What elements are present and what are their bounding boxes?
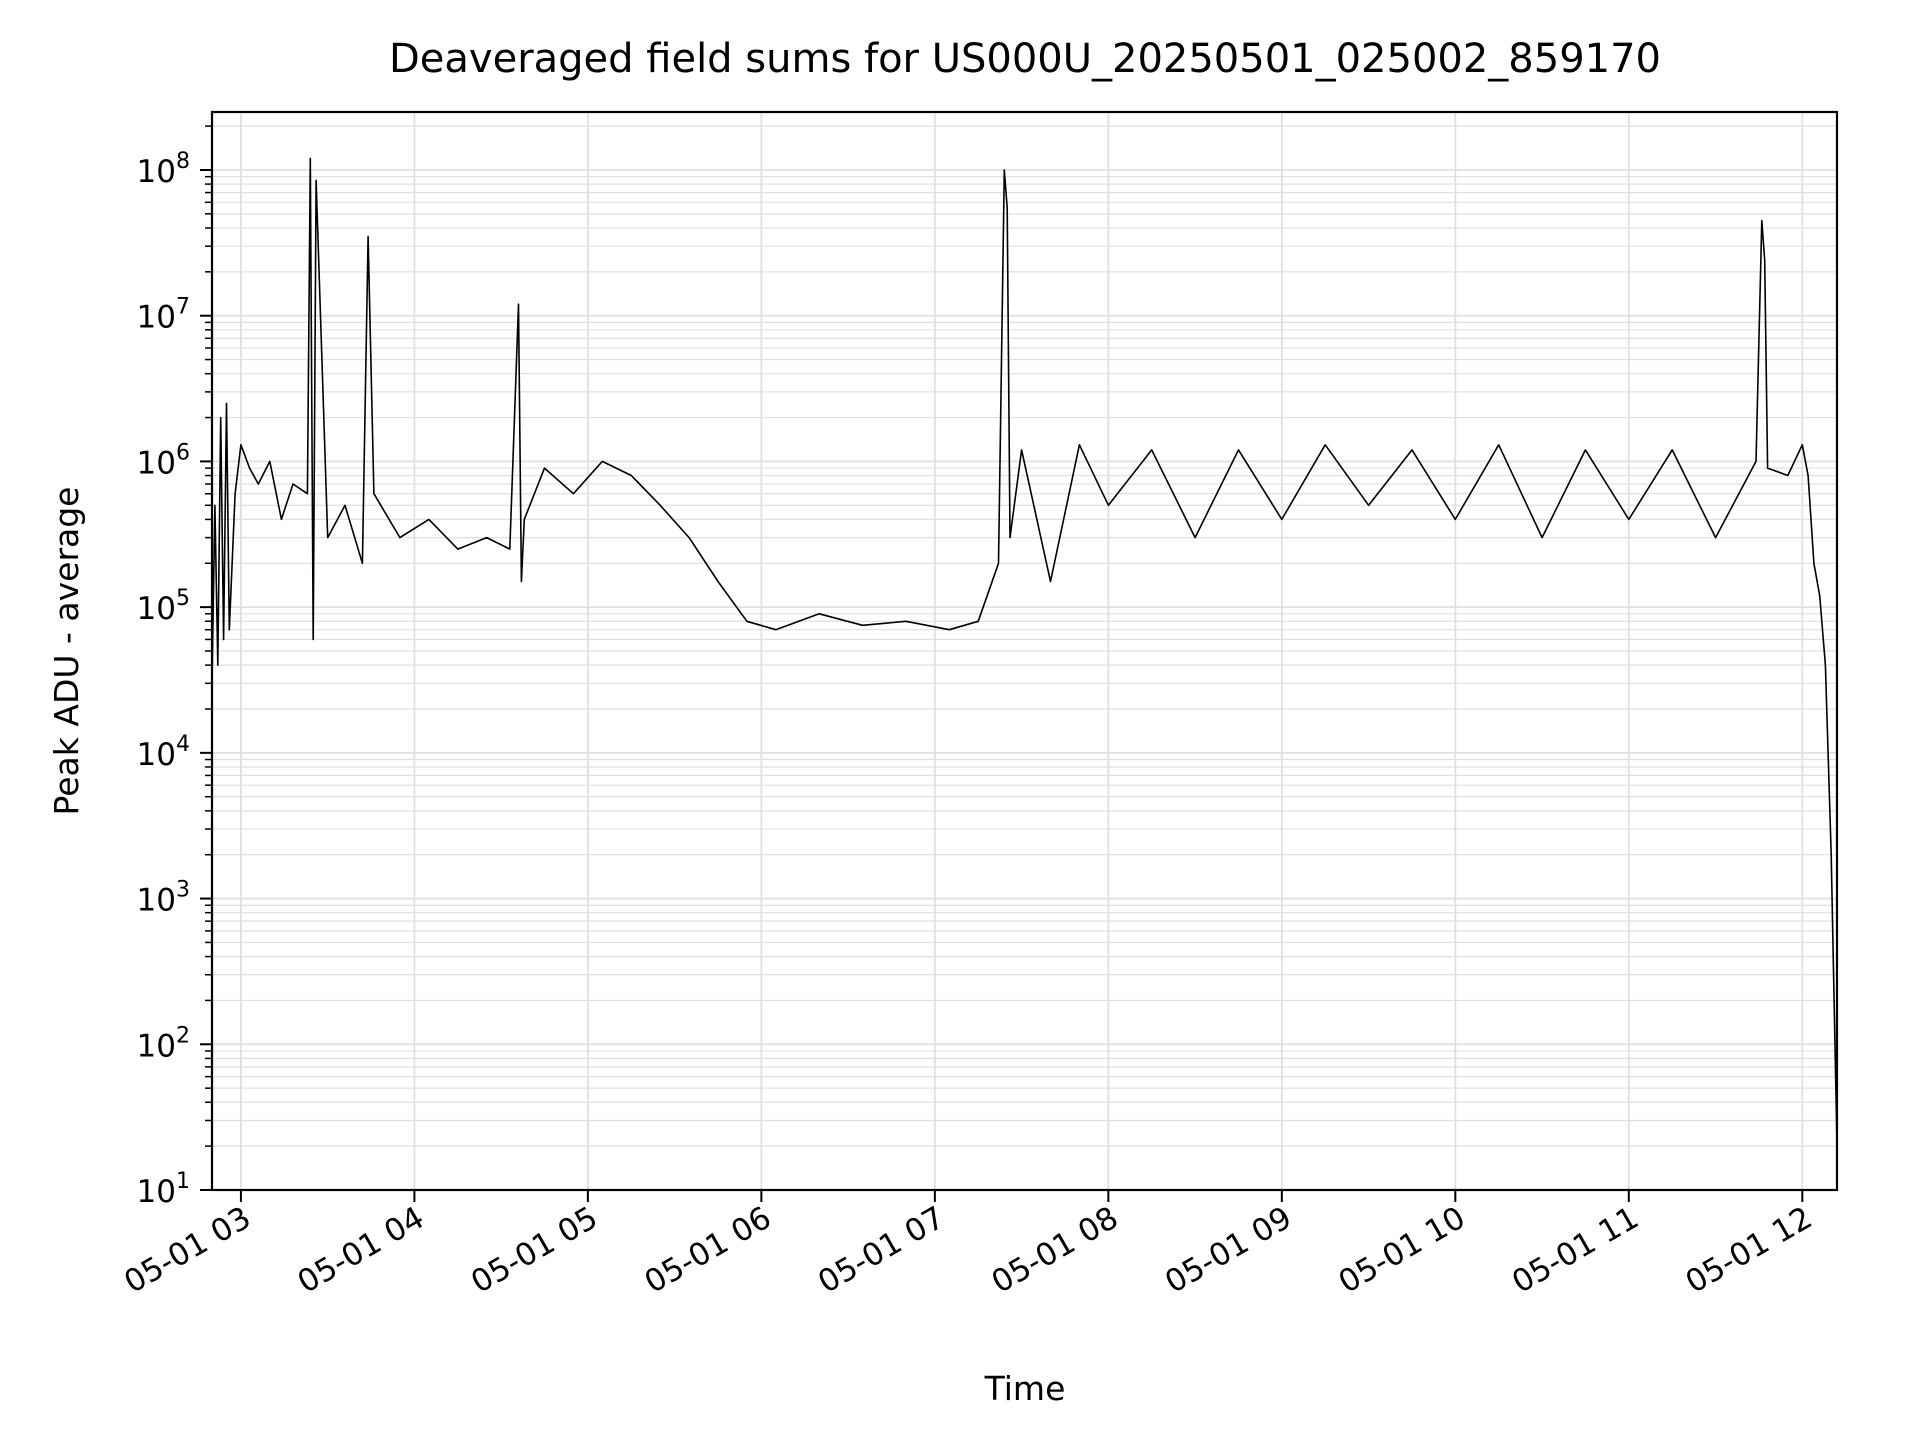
y-tick-label: 103 [137, 878, 190, 919]
y-tick-label: 108 [137, 149, 190, 190]
y-tick-label: 101 [137, 1169, 190, 1210]
y-axis: 101 102 103 104 105 106 107 108 [137, 125, 212, 1210]
y-tick-label: 104 [137, 732, 190, 773]
y-tick-label: 105 [137, 586, 190, 627]
x-axis-title: Time [984, 1369, 1066, 1408]
series-line [211, 157, 1838, 1147]
chart-title: Deaveraged field sums for US000U_2025050… [389, 36, 1661, 82]
y-tick-label: 102 [137, 1023, 190, 1064]
y-axis-title: Peak ADU - average [47, 487, 86, 816]
y-tick-label: 106 [137, 440, 190, 481]
y-tick-label: 107 [137, 295, 190, 336]
